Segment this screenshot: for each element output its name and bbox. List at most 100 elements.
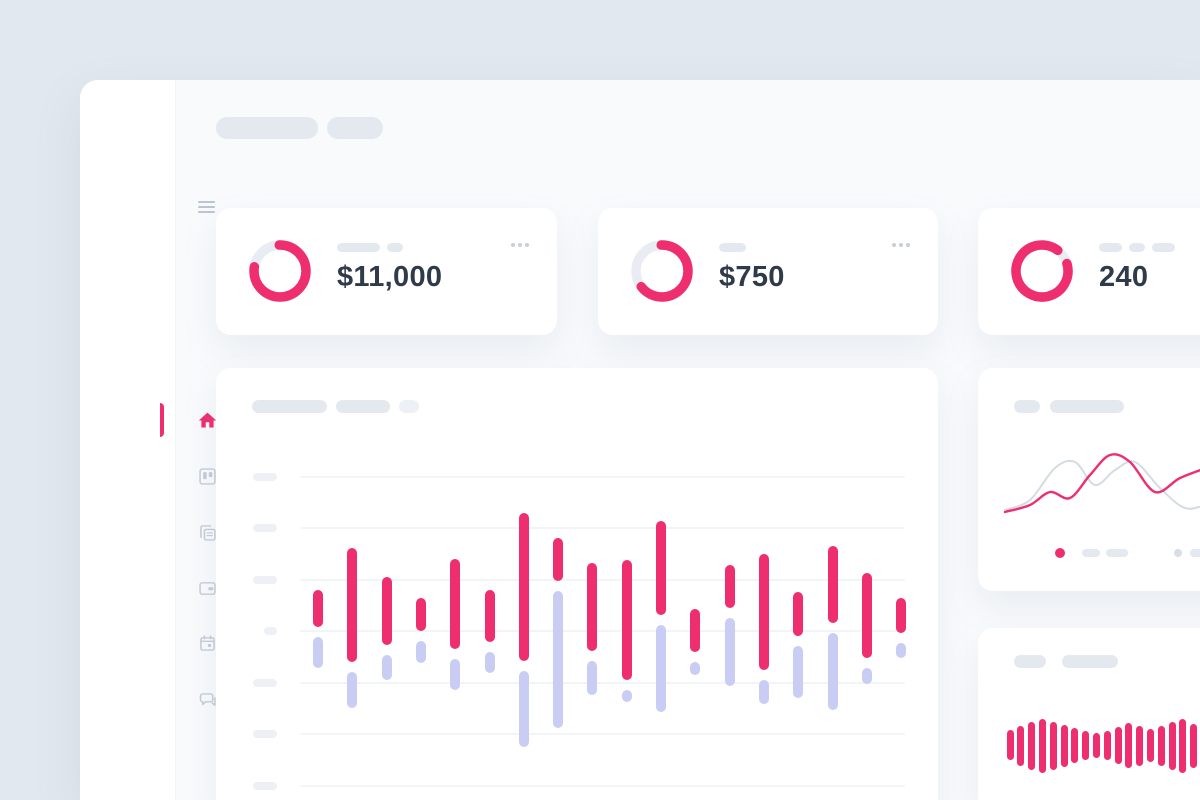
bar-positive (656, 521, 666, 615)
mini-bar (1179, 719, 1187, 773)
main-bar-chart (216, 368, 938, 800)
stat-card-spend: $750 (598, 208, 938, 335)
mini-bar (1114, 727, 1122, 764)
legend-skeleton-pill (1106, 549, 1128, 557)
gridline (300, 579, 905, 581)
home-icon (198, 412, 217, 428)
mini-bar (1190, 724, 1198, 768)
sidebar-item-home[interactable] (195, 408, 220, 433)
mini-bar (1082, 731, 1090, 760)
gridline (300, 785, 905, 787)
label-skeleton-pill (337, 243, 380, 252)
chat-icon (199, 693, 216, 707)
axis-skeleton-pill (253, 782, 277, 790)
stat-value: 240 (1099, 261, 1149, 293)
label-skeleton-pill (719, 243, 746, 252)
chart-title-skeleton-pill (1014, 655, 1046, 668)
gridline (300, 476, 905, 478)
bar-negative (827, 633, 838, 710)
bar-negative (793, 646, 804, 698)
legend-skeleton-pill (1082, 549, 1100, 557)
donut-ring (631, 240, 693, 302)
label-skeleton-pill (1129, 243, 1145, 252)
mini-bar (1028, 722, 1036, 770)
stat-value: $11,000 (337, 261, 443, 293)
bar-positive (724, 565, 735, 608)
mini-bar (1103, 731, 1111, 760)
bar-positive (758, 554, 769, 670)
mini-bar (1157, 726, 1165, 766)
bar-positive (896, 598, 907, 633)
gridline (300, 527, 905, 529)
sidebar-item-board[interactable] (195, 464, 220, 489)
board-icon (199, 468, 216, 485)
bar-positive (587, 563, 598, 651)
gridline (300, 733, 905, 735)
axis-skeleton-pill (253, 524, 277, 532)
bar-negative (347, 672, 358, 708)
calendar-icon (200, 635, 215, 651)
stat-card-count: 240 (978, 208, 1200, 335)
bar-negative (518, 671, 529, 747)
copy-icon (200, 525, 216, 541)
bar-positive (518, 513, 529, 661)
mini-bar-chart (978, 628, 1200, 800)
legend-skeleton-pill (1190, 549, 1200, 557)
chart-title-skeleton-pill (1050, 400, 1124, 413)
chart-title-skeleton-pill (336, 400, 390, 413)
more-options-icon[interactable] (888, 239, 914, 251)
bar-negative (896, 643, 907, 658)
active-item-indicator (160, 403, 164, 437)
axis-skeleton-pill (264, 627, 277, 635)
trend-chart-card (978, 368, 1200, 591)
axis-skeleton-pill (253, 679, 277, 687)
mini-bar (1136, 726, 1144, 766)
bar-negative (415, 641, 426, 663)
bar-negative (381, 655, 392, 680)
more-options-icon[interactable] (507, 239, 533, 251)
header-skeleton-pill (216, 117, 318, 139)
gridline (300, 682, 905, 684)
trend-line-svg (1003, 453, 1200, 514)
bar-positive (690, 609, 701, 652)
mini-bar (1092, 733, 1100, 758)
mini-bar (1038, 719, 1046, 773)
sidebar-item-reports[interactable] (195, 520, 220, 545)
mini-bar (1146, 729, 1154, 762)
axis-skeleton-pill (253, 576, 277, 584)
bar-negative (450, 659, 461, 690)
label-skeleton-pill (387, 243, 403, 252)
bar-positive (347, 548, 358, 662)
sidebar-item-wallet[interactable] (195, 576, 220, 601)
sidebar-item-calendar[interactable] (195, 631, 220, 656)
mini-bar (1125, 723, 1133, 768)
hamburger-menu-icon[interactable] (198, 201, 215, 216)
bar-negative (861, 668, 872, 684)
bar-positive (793, 592, 804, 636)
chart-title-skeleton-pill (252, 400, 327, 413)
trend-line-gray (1004, 459, 1200, 511)
bar-positive (621, 560, 632, 680)
bar-positive (415, 598, 426, 631)
bar-positive (861, 573, 872, 658)
bar-negative (656, 625, 666, 712)
trend-line-pink (1003, 453, 1200, 514)
bar-positive (484, 590, 495, 642)
bar-positive (553, 538, 564, 581)
chart-title-skeleton-pill (399, 400, 419, 413)
legend-dot-pink (1055, 548, 1065, 558)
bar-negative (758, 680, 769, 704)
mini-bar (1017, 726, 1025, 766)
donut-ring (1011, 240, 1073, 302)
bar-negative (621, 690, 632, 702)
bar-negative (553, 591, 564, 728)
stat-card-revenue: $11,000 (216, 208, 557, 335)
mini-chart-card (978, 628, 1200, 800)
legend-dot-gray (1174, 549, 1182, 557)
sidebar-item-messages[interactable] (195, 688, 220, 713)
gridline (300, 630, 905, 632)
bar-negative (690, 662, 701, 675)
bar-positive (381, 577, 392, 645)
mini-bar (1168, 722, 1176, 770)
